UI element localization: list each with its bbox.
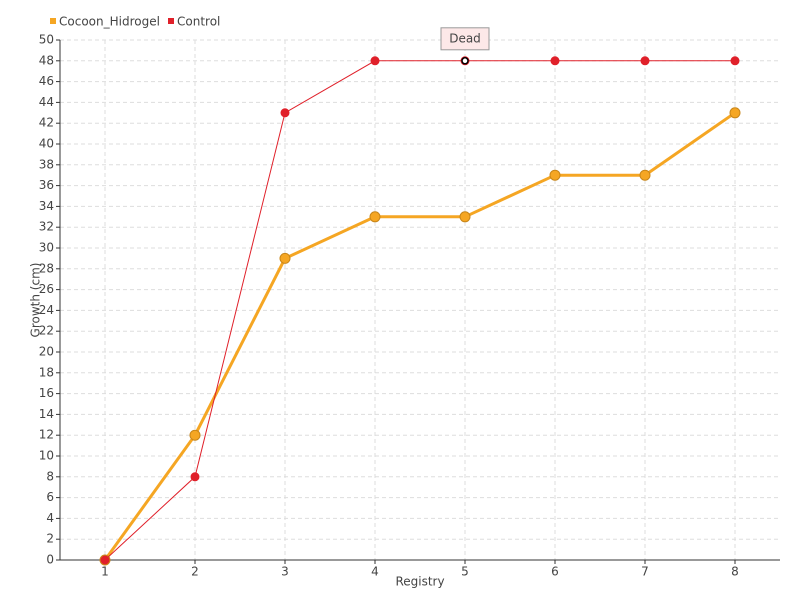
y-tick-label: 8 bbox=[46, 469, 54, 483]
y-tick-label: 32 bbox=[39, 220, 54, 234]
annotation-box bbox=[440, 27, 490, 51]
y-tick-label: 42 bbox=[39, 116, 54, 130]
y-tick-label: 30 bbox=[39, 241, 54, 255]
y-tick-label: 20 bbox=[39, 345, 54, 359]
data-point bbox=[640, 56, 650, 66]
data-point bbox=[549, 169, 561, 181]
y-tick-label: 0 bbox=[46, 553, 54, 567]
y-tick-label: 36 bbox=[39, 178, 54, 192]
y-tick-label: 10 bbox=[39, 449, 54, 463]
legend-swatch bbox=[168, 18, 174, 24]
x-tick-label: 1 bbox=[101, 565, 109, 579]
y-tick-label: 2 bbox=[46, 532, 54, 546]
y-axis-label: Growth (cm) bbox=[29, 263, 43, 338]
y-tick-label: 16 bbox=[39, 386, 54, 400]
data-point bbox=[459, 211, 471, 223]
legend-label: Cocoon_Hidrogel bbox=[59, 15, 160, 29]
y-tick-label: 14 bbox=[39, 407, 54, 421]
data-point bbox=[279, 252, 291, 264]
x-axis-label: Registry bbox=[395, 575, 444, 589]
y-tick-label: 18 bbox=[39, 365, 54, 379]
x-tick-label: 6 bbox=[551, 565, 559, 579]
y-tick-label: 40 bbox=[39, 137, 54, 151]
legend-swatch bbox=[50, 18, 56, 24]
data-point bbox=[100, 555, 110, 565]
data-point bbox=[190, 472, 200, 482]
y-tick-label: 22 bbox=[39, 324, 54, 338]
y-tick-label: 6 bbox=[46, 490, 54, 504]
data-point bbox=[730, 56, 740, 66]
data-point bbox=[370, 56, 380, 66]
y-tick-label: 44 bbox=[39, 95, 54, 109]
y-tick-label: 4 bbox=[46, 511, 54, 525]
y-tick-label: 50 bbox=[39, 33, 54, 47]
x-tick-label: 3 bbox=[281, 565, 289, 579]
data-point bbox=[550, 56, 560, 66]
data-point bbox=[189, 429, 201, 441]
data-point bbox=[280, 108, 290, 118]
annotation-marker bbox=[461, 57, 469, 65]
x-tick-label: 8 bbox=[731, 565, 739, 579]
y-tick-label: 34 bbox=[39, 199, 54, 213]
y-tick-label: 38 bbox=[39, 157, 54, 171]
data-point bbox=[369, 211, 381, 223]
data-point bbox=[729, 107, 741, 119]
y-tick-label: 46 bbox=[39, 74, 54, 88]
x-tick-label: 5 bbox=[461, 565, 469, 579]
data-point bbox=[639, 169, 651, 181]
y-tick-label: 28 bbox=[39, 261, 54, 275]
y-tick-label: 26 bbox=[39, 282, 54, 296]
y-tick-label: 24 bbox=[39, 303, 54, 317]
y-tick-label: 48 bbox=[39, 53, 54, 67]
x-tick-label: 2 bbox=[191, 565, 199, 579]
annotation-text: Dead bbox=[449, 31, 481, 45]
legend-label: Control bbox=[177, 15, 220, 29]
x-tick-label: 7 bbox=[641, 565, 649, 579]
series-line bbox=[103, 111, 736, 561]
x-tick-label: 4 bbox=[371, 565, 379, 579]
series-line bbox=[104, 60, 735, 561]
y-tick-label: 12 bbox=[39, 428, 54, 442]
